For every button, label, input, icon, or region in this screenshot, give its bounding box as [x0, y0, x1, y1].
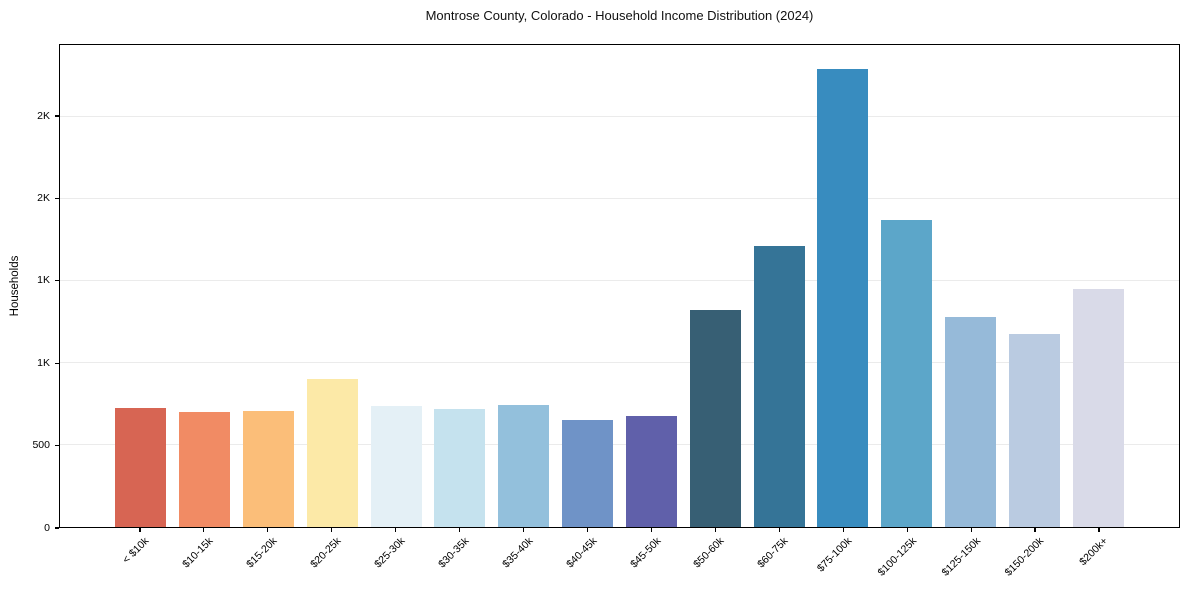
x-tick-label-$10-15k: $10-15k [180, 535, 216, 571]
x-tick-mark [778, 528, 780, 532]
x-tick-mark [586, 528, 589, 532]
bar-slot [747, 45, 811, 527]
bar-slot [237, 45, 301, 527]
y-tick-mark [55, 445, 59, 447]
bar-slot [492, 45, 556, 527]
x-tick-mark [267, 528, 269, 532]
y-tick-label: 1K [37, 274, 50, 287]
gridline-2500 [60, 115, 1179, 117]
y-tick-label: 2K [37, 109, 50, 122]
bar-$20-25k [306, 378, 358, 527]
bar-$100-125k [881, 220, 933, 527]
bar-slot [1002, 45, 1066, 527]
x-tick-mark [522, 528, 525, 532]
bar-$10-15k [179, 412, 231, 527]
y-tick-label: 500 [32, 439, 50, 452]
x-tick-label-$45-50k: $45-50k [627, 535, 663, 571]
gridline-1500 [60, 279, 1179, 281]
bar-slot [620, 45, 684, 527]
bar-$150-200k [1008, 334, 1060, 527]
bar-$125-150k [944, 316, 996, 527]
x-tick-mark [650, 528, 653, 532]
bar-slot [173, 45, 237, 527]
x-tick-label-$100-125k: $100-125k [875, 535, 919, 579]
bar-$75-100k [817, 69, 869, 527]
y-tick-mark [55, 362, 59, 364]
bar-slot [875, 45, 939, 527]
bar-$15-20k [243, 411, 295, 527]
x-tick-mark [331, 528, 333, 532]
bar-$25-30k [370, 406, 422, 527]
x-tick-label-$50-60k: $50-60k [691, 535, 727, 571]
x-tick-label-$35-40k: $35-40k [499, 535, 536, 571]
bar-slot [556, 45, 620, 527]
x-tick-mark [1034, 528, 1036, 532]
bar-$40-45k [562, 420, 614, 527]
x-tick-mark [1098, 528, 1100, 532]
bar-slot [300, 45, 364, 527]
x-tick-label-$40-45k: $40-45k [563, 535, 600, 571]
x-tick-label-$150-200k: $150-200k [1003, 535, 1047, 579]
x-tick-mark [459, 528, 461, 532]
y-tick-label: 0 [44, 521, 50, 534]
chart-title: Montrose County, Colorado - Household In… [425, 8, 814, 23]
bar-$200k+ [1072, 289, 1124, 527]
x-tick-label-$30-35k: $30-35k [435, 535, 472, 571]
x-tick-mark [395, 528, 397, 532]
bars-container [60, 45, 1179, 527]
bar-slot [1066, 45, 1130, 527]
bar-$30-35k [434, 408, 486, 527]
y-tick-mark [55, 527, 59, 529]
bar-slot [939, 45, 1003, 527]
x-tick-mark [970, 528, 972, 532]
y-tick-mark [55, 197, 59, 199]
bar-slot [683, 45, 747, 527]
x-tick-mark [842, 528, 844, 532]
bar-slot [364, 45, 428, 527]
x-tick-mark [139, 528, 141, 532]
x-tick-label-$60-75k: $60-75k [755, 535, 791, 571]
y-tick-label: 2K [37, 191, 50, 204]
y-tick-mark [55, 280, 59, 282]
bar-< $10k [115, 408, 167, 527]
bar-$60-75k [753, 246, 805, 527]
x-tick-label-$200k+: $200k+ [1077, 535, 1111, 569]
x-tick-label-$125-150k: $125-150k [939, 535, 983, 579]
bar-slot [428, 45, 492, 527]
bar-slot [811, 45, 875, 527]
gridline-500 [60, 443, 1179, 445]
x-axis-ticks: < $10k $10-15k $15-20k $20-25k $25-30k $30-35… [59, 528, 1180, 590]
x-tick-mark [203, 528, 205, 532]
x-tick-label-$25-30k: $25-30k [371, 535, 408, 571]
x-tick-label-$75-100k: $75-100k [815, 535, 855, 575]
gridline-2000 [60, 197, 1179, 199]
bar-$50-60k [689, 310, 741, 527]
x-tick-mark [714, 528, 716, 532]
x-tick-mark [906, 528, 908, 532]
bar-slot [109, 45, 173, 527]
x-tick-label-$15-20k: $15-20k [244, 535, 280, 571]
plot-area [59, 44, 1180, 528]
x-tick-label-< $10k: < $10k [120, 535, 152, 566]
bar-$35-40k [498, 404, 550, 527]
x-tick-label-$20-25k: $20-25k [307, 535, 344, 571]
y-tick-label: 1K [37, 356, 50, 369]
y-tick-mark [55, 115, 59, 117]
bar-$45-50k [625, 415, 677, 527]
gridline-1000 [60, 361, 1179, 363]
